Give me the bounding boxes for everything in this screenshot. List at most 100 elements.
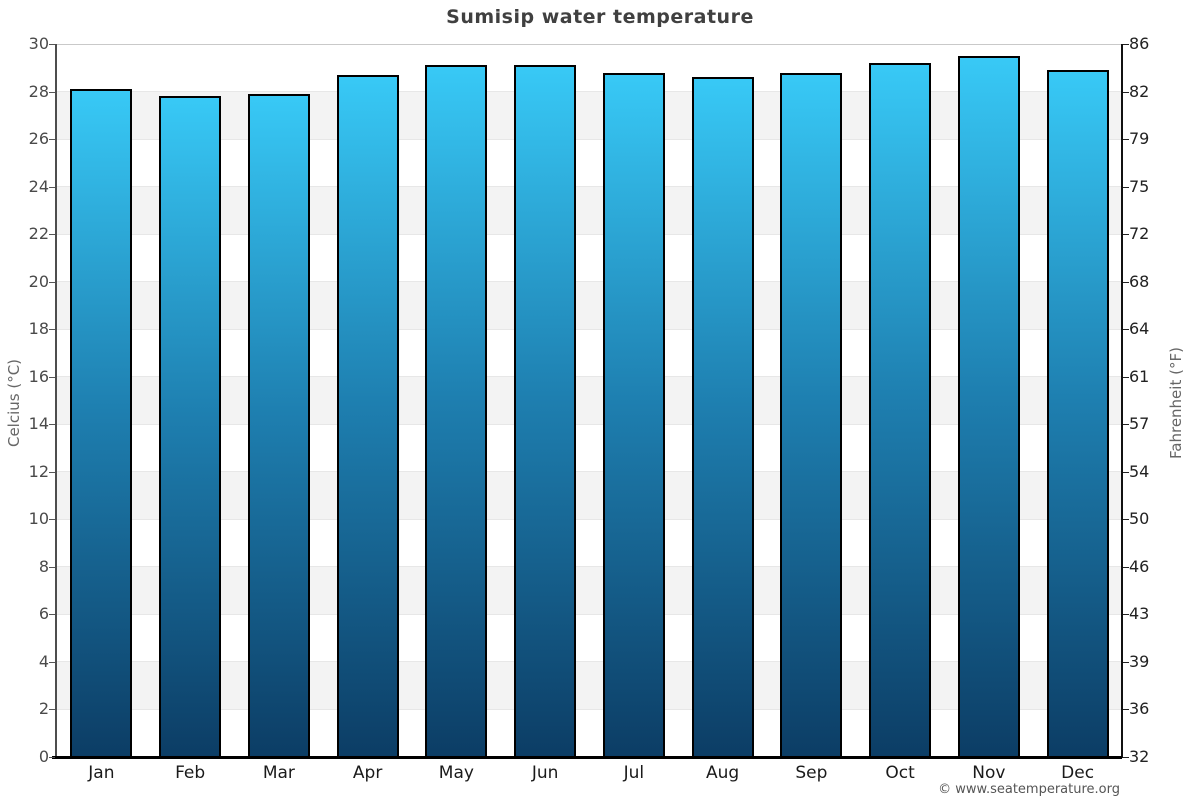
gridline: [57, 233, 1122, 235]
y-tick-mark-right: [1123, 661, 1129, 663]
bar-feb: [159, 96, 222, 757]
y-tick-label-fahrenheit-61: 61: [1129, 366, 1150, 386]
y-tick-mark-left: [49, 329, 55, 331]
y-tick-label-fahrenheit-54: 54: [1129, 461, 1150, 481]
y-tick-label-celsius-0: 0: [38, 747, 49, 766]
y-tick-mark-right: [1123, 186, 1129, 188]
plot-band-white: [57, 424, 1122, 472]
gridline: [57, 566, 1122, 568]
y-tick-label-fahrenheit-50: 50: [1129, 509, 1150, 529]
y-tick-label-fahrenheit-46: 46: [1129, 556, 1150, 576]
x-tick-label-apr: Apr: [352, 763, 383, 783]
y-tick-label-fahrenheit-72: 72: [1129, 224, 1150, 244]
y-tick-label-celsius-22: 22: [28, 224, 49, 244]
y-axis-title-celsius: Celcius (°C): [5, 358, 23, 448]
plot-band-white: [57, 44, 1122, 92]
y-tick-label-celsius-12: 12: [28, 461, 49, 481]
x-tick-label-nov: Nov: [972, 763, 1006, 783]
y-tick-label-celsius-28: 28: [28, 81, 49, 101]
plot-band-white: [57, 329, 1122, 377]
plot-band-white: [57, 614, 1122, 662]
bar-nov: [957, 55, 1020, 757]
bar-apr: [336, 74, 399, 757]
gridline: [57, 376, 1122, 378]
gridline-top: [57, 43, 1122, 45]
y-tick-label-fahrenheit-32: 32: [1129, 747, 1150, 766]
y-tick-mark-right: [1123, 614, 1129, 616]
y-tick-mark-left: [49, 281, 55, 283]
y-tick-mark-left: [49, 471, 55, 473]
y-tick-label-fahrenheit-43: 43: [1129, 604, 1150, 624]
y-tick-mark-left: [49, 186, 55, 188]
y-tick-mark-right: [1123, 139, 1129, 141]
x-tick-label-oct: Oct: [885, 763, 915, 783]
y-tick-mark-right: [1123, 424, 1129, 426]
y-tick-mark-right: [1123, 709, 1129, 711]
copyright-credit: © www.seatemperature.org: [938, 782, 1120, 797]
gridline: [57, 328, 1122, 330]
x-tick-label-may: May: [438, 763, 474, 783]
y-tick-label-celsius-16: 16: [28, 366, 49, 386]
y-axis-line-right: [1121, 44, 1123, 758]
gridline: [57, 708, 1122, 710]
plot-band-gray: [57, 376, 1122, 425]
y-tick-label-celsius-26: 26: [28, 129, 49, 149]
gridline: [57, 471, 1122, 473]
y-tick-label-fahrenheit-36: 36: [1129, 699, 1150, 719]
y-tick-mark-right: [1123, 566, 1129, 568]
gridline: [57, 661, 1122, 663]
gridline: [57, 186, 1122, 188]
y-tick-mark-left: [49, 519, 55, 521]
x-tick-label-jul: Jul: [623, 763, 645, 783]
gridline: [57, 91, 1122, 93]
gridline: [57, 518, 1122, 520]
y-tick-mark-left: [49, 234, 55, 236]
y-tick-label-celsius-8: 8: [38, 556, 49, 576]
bar-dec: [1046, 70, 1109, 757]
x-tick-label-feb: Feb: [175, 763, 206, 783]
y-tick-label-fahrenheit-86: 86: [1129, 34, 1150, 53]
y-tick-label-celsius-6: 6: [38, 604, 49, 624]
y-tick-mark-left: [49, 709, 55, 711]
plot-band-gray: [57, 186, 1122, 235]
bar-mar: [247, 93, 310, 757]
y-axis-title-fahrenheit: Fahrenheit (°F): [1167, 347, 1185, 459]
bar-sep: [780, 72, 843, 757]
bar-jul: [602, 72, 665, 757]
x-tick-label-aug: Aug: [706, 763, 740, 783]
gridline: [57, 423, 1122, 425]
gridline: [57, 613, 1122, 615]
y-tick-mark-left: [49, 661, 55, 663]
gridline: [57, 281, 1122, 283]
x-tick-label-jan: Jan: [88, 763, 115, 783]
y-tick-mark-right: [1123, 471, 1129, 473]
y-tick-mark-left: [49, 566, 55, 568]
y-tick-label-fahrenheit-82: 82: [1129, 81, 1150, 101]
y-tick-mark-right: [1123, 44, 1129, 45]
plot-band-gray: [57, 566, 1122, 615]
y-tick-label-celsius-30: 30: [28, 34, 49, 53]
y-tick-mark-right: [1123, 519, 1129, 521]
y-tick-mark-left: [49, 376, 55, 378]
y-tick-mark-right: [1123, 281, 1129, 283]
y-tick-mark-left: [49, 139, 55, 141]
y-tick-mark-left: [49, 757, 55, 758]
y-tick-mark-right: [1123, 329, 1129, 331]
x-axis-line: [52, 756, 1122, 759]
bar-may: [425, 65, 488, 757]
y-tick-mark-right: [1123, 91, 1129, 93]
y-tick-label-celsius-14: 14: [28, 414, 49, 434]
y-tick-label-fahrenheit-39: 39: [1129, 651, 1150, 671]
x-tick-label-sep: Sep: [795, 763, 828, 783]
x-tick-label-jun: Jun: [531, 763, 559, 783]
y-tick-label-celsius-24: 24: [28, 176, 49, 196]
y-tick-label-celsius-20: 20: [28, 271, 49, 291]
y-tick-label-fahrenheit-68: 68: [1129, 271, 1150, 291]
y-tick-label-celsius-18: 18: [28, 319, 49, 339]
plot-band-white: [57, 519, 1122, 567]
bar-jun: [514, 65, 577, 757]
y-tick-label-celsius-2: 2: [38, 699, 49, 719]
plot-band-gray: [57, 661, 1122, 710]
y-tick-mark-left: [49, 44, 55, 45]
